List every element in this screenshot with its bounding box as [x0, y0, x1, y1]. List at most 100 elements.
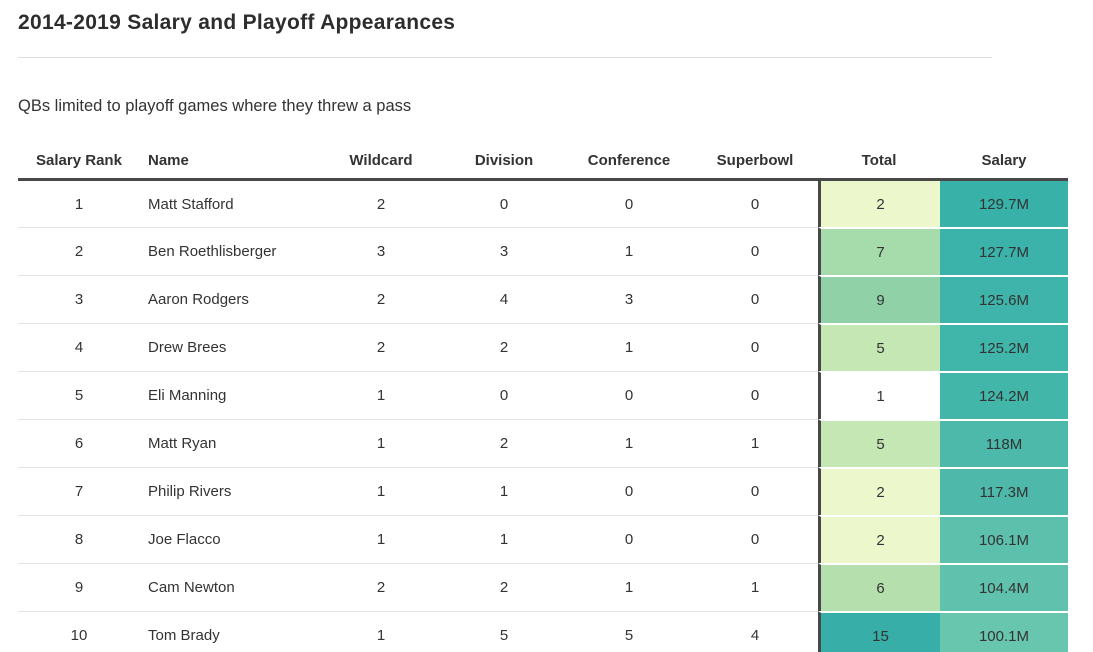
wildcard-cell: 1: [320, 467, 442, 515]
total-cell: 7: [818, 227, 940, 275]
salary-cell: 125.2M: [940, 323, 1068, 371]
wildcard-cell: 1: [320, 371, 442, 419]
title-divider: [18, 57, 992, 58]
wildcard-cell: 1: [320, 515, 442, 563]
column-header-salary-rank: Salary Rank: [18, 148, 140, 181]
superbowl-cell: 0: [692, 371, 818, 419]
salary-cell: 117.3M: [940, 467, 1068, 515]
superbowl-cell: 1: [692, 563, 818, 611]
division-cell: 1: [442, 467, 566, 515]
salary-cell: 104.4M: [940, 563, 1068, 611]
division-cell: 0: [499, 195, 509, 213]
superbowl-cell: 0: [692, 515, 818, 563]
table-row: 3 Aaron Rodgers 2 4 3 0 9 125.6M: [18, 275, 1068, 323]
total-cell: 2: [818, 181, 940, 227]
name-cell: Matt Stafford: [148, 195, 234, 213]
superbowl-cell: 0: [750, 195, 760, 213]
division-cell: 3: [442, 227, 566, 275]
salary-rank-cell: 8: [18, 515, 140, 563]
name-cell: Cam Newton: [140, 563, 320, 611]
table-row: 6 Matt Ryan 1 2 1 1 5 118M: [18, 419, 1068, 467]
table-row: 5 Eli Manning 1 0 0 0 1 124.2M: [18, 371, 1068, 419]
conference-cell: 0: [566, 515, 692, 563]
salary-rank-cell: 6: [18, 419, 140, 467]
column-header-total: Total: [818, 148, 940, 181]
wildcard-cell: 2: [320, 563, 442, 611]
salary-rank-cell: 1: [74, 195, 84, 213]
conference-cell: 5: [566, 611, 692, 652]
salary-rank-cell: 7: [18, 467, 140, 515]
total-cell: 2: [818, 467, 940, 515]
total-cell: 5: [818, 419, 940, 467]
name-cell: Eli Manning: [140, 371, 320, 419]
page-subtitle: QBs limited to playoff games where they …: [18, 97, 412, 115]
salary-cell: 100.1M: [940, 611, 1068, 652]
salary-rank-cell: 5: [18, 371, 140, 419]
division-cell: 5: [442, 611, 566, 652]
division-cell: 0: [442, 371, 566, 419]
table-row: 8 Joe Flacco 1 1 0 0 2 106.1M: [18, 515, 1068, 563]
conference-cell: 0: [566, 467, 692, 515]
salary-cell: 106.1M: [940, 515, 1068, 563]
table-header: Salary Rank Name Wildcard Division Confe…: [18, 148, 1068, 181]
salary-cell: 124.2M: [940, 371, 1068, 419]
salary-cell: 118M: [940, 419, 1068, 467]
column-header-superbowl: Superbowl: [692, 148, 818, 181]
division-cell: 2: [442, 563, 566, 611]
salary-cell: 125.6M: [940, 275, 1068, 323]
name-cell: Tom Brady: [140, 611, 320, 652]
salary-rank-cell: 4: [18, 323, 140, 371]
total-cell: 9: [818, 275, 940, 323]
salary-rank-cell: 3: [18, 275, 140, 323]
column-header-wildcard: Wildcard: [320, 148, 442, 181]
wildcard-cell: 1: [320, 611, 442, 652]
salary-rank-cell: 2: [18, 227, 140, 275]
superbowl-cell: 0: [692, 227, 818, 275]
column-header-division: Division: [442, 148, 566, 181]
name-cell: Drew Brees: [140, 323, 320, 371]
superbowl-cell: 0: [692, 323, 818, 371]
division-cell: 2: [442, 419, 566, 467]
table-row: 7 Philip Rivers 1 1 0 0 2 117.3M: [18, 467, 1068, 515]
total-cell: 6: [818, 563, 940, 611]
conference-cell: 0: [566, 371, 692, 419]
total-cell: 1: [818, 371, 940, 419]
qb-salary-playoff-table: Salary Rank Name Wildcard Division Confe…: [18, 148, 1068, 652]
column-header-conference: Conference: [566, 148, 692, 181]
conference-cell: 1: [566, 227, 692, 275]
wildcard-cell: 1: [320, 419, 442, 467]
wildcard-cell: 3: [320, 227, 442, 275]
table-row: 9 Cam Newton 2 2 1 1 6 104.4M: [18, 563, 1068, 611]
salary-rank-cell: 10: [18, 611, 140, 652]
salary-rank-cell: 9: [18, 563, 140, 611]
salary-cell: 129.7M: [940, 181, 1068, 227]
name-cell: Joe Flacco: [140, 515, 320, 563]
conference-cell: 0: [624, 195, 634, 213]
division-cell: 2: [442, 323, 566, 371]
conference-cell: 1: [566, 563, 692, 611]
name-cell: Matt Ryan: [140, 419, 320, 467]
table-row: 2 Ben Roethlisberger 3 3 1 0 7 127.7M: [18, 227, 1068, 275]
salary-cell: 127.7M: [940, 227, 1068, 275]
superbowl-cell: 4: [692, 611, 818, 652]
table-header-row: Salary Rank Name Wildcard Division Confe…: [18, 148, 1068, 181]
superbowl-cell: 0: [692, 275, 818, 323]
name-cell: Ben Roethlisberger: [140, 227, 320, 275]
table-row: 1 Matt Stafford 2 0 0 0 2 129.7M: [18, 181, 1068, 227]
conference-cell: 1: [566, 419, 692, 467]
superbowl-cell: 1: [692, 419, 818, 467]
page-title: 2014-2019 Salary and Playoff Appearances: [18, 11, 456, 34]
total-cell: 15: [818, 611, 940, 652]
conference-cell: 3: [566, 275, 692, 323]
division-cell: 4: [442, 275, 566, 323]
total-cell: 2: [818, 515, 940, 563]
name-cell: Aaron Rodgers: [140, 275, 320, 323]
conference-cell: 1: [566, 323, 692, 371]
wildcard-cell: 2: [320, 275, 442, 323]
wildcard-cell: 2: [320, 323, 442, 371]
wildcard-cell: 2: [376, 195, 386, 213]
table-row: 10 Tom Brady 1 5 5 4 15 100.1M: [18, 611, 1068, 652]
name-cell: Philip Rivers: [140, 467, 320, 515]
column-header-name: Name: [140, 148, 320, 181]
